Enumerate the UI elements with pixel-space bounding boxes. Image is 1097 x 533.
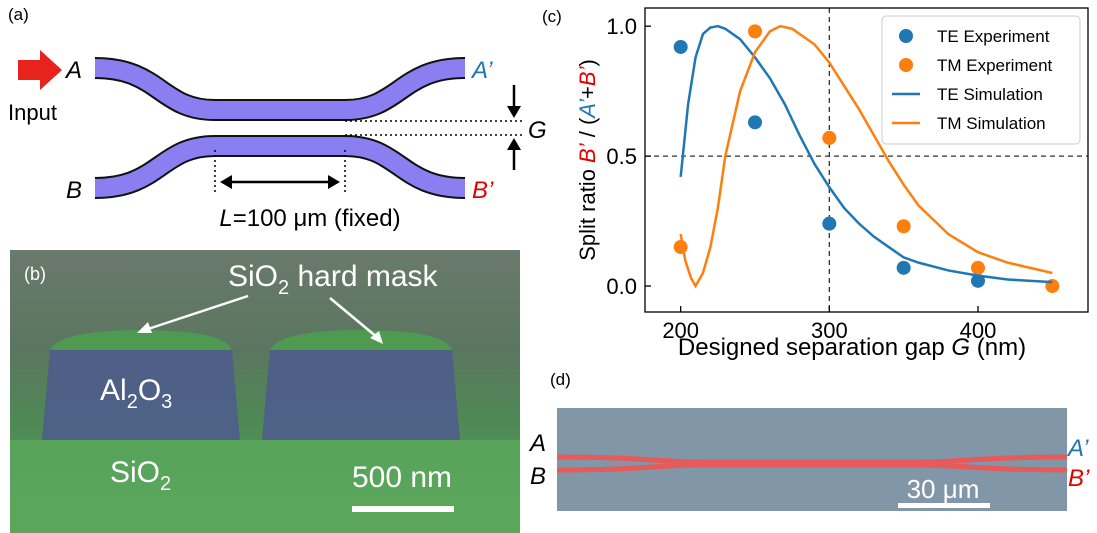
label-part: SiO xyxy=(228,260,278,293)
label-part: 3 xyxy=(161,391,172,413)
scale-bar xyxy=(898,503,990,508)
input-label: Input xyxy=(8,100,57,125)
input-arrow xyxy=(18,50,62,90)
scale-label: 30 μm xyxy=(907,474,980,504)
panel-label: (a) xyxy=(8,5,29,24)
label-part: 2 xyxy=(278,277,289,299)
label-part: / ( xyxy=(575,117,600,143)
y-axis-label: Split ratio B’ / (A’+B’) xyxy=(575,59,600,261)
legend-swatch xyxy=(899,29,913,43)
label-part: 2 xyxy=(160,473,171,495)
data-point xyxy=(897,261,911,275)
x-tick-label: 400 xyxy=(960,318,997,343)
label-part: A’ xyxy=(575,98,600,120)
y-tick-label: 0.0 xyxy=(606,274,637,299)
y-tick-label: 1.0 xyxy=(606,14,637,39)
panel-b: (b) SiO2 hard mask Al2O3 SiO2 500 nm xyxy=(10,250,520,533)
port-label: A xyxy=(64,57,82,84)
port-label: B’ xyxy=(1068,465,1090,492)
panel-d: (d) A B A’ B’ 30 μm xyxy=(528,370,1090,511)
scale-bar xyxy=(352,506,454,512)
port-label: B xyxy=(530,463,546,490)
label-part: Al xyxy=(100,374,127,407)
label-part: L xyxy=(219,205,232,232)
port-label: B’ xyxy=(472,177,494,204)
label-part: O xyxy=(138,374,161,407)
port-label: B xyxy=(66,177,82,204)
panel-label: (d) xyxy=(550,370,571,389)
figure: (a) Input A B A’ B’ G L=100 μm (fixed) xyxy=(0,0,1097,533)
waveguides xyxy=(95,68,465,188)
data-point xyxy=(897,219,911,233)
legend-swatch xyxy=(899,58,913,72)
data-point xyxy=(748,115,762,129)
y-tick-label: 0.5 xyxy=(606,144,637,169)
x-tick-label: 300 xyxy=(811,318,848,343)
label-part: Split ratio xyxy=(575,163,600,261)
label-part: B’ xyxy=(575,65,600,86)
length-label: L=100 μm (fixed) xyxy=(219,205,400,232)
label-part: ) xyxy=(575,59,600,66)
label-part: + xyxy=(575,86,600,99)
data-point xyxy=(971,261,985,275)
legend-label: TE Experiment xyxy=(937,27,1050,46)
label-part: =100 μm (fixed) xyxy=(233,205,401,232)
label-part: hard mask xyxy=(289,260,438,293)
panel-label: (b) xyxy=(24,264,46,284)
panel-label: (c) xyxy=(542,7,562,26)
label-part: SiO xyxy=(110,456,160,489)
port-label: A xyxy=(528,430,546,457)
label-part: B’ xyxy=(575,142,600,163)
data-point xyxy=(822,131,836,145)
data-point xyxy=(674,40,688,54)
data-point xyxy=(748,24,762,38)
label-part: 2 xyxy=(127,391,138,413)
data-point xyxy=(674,240,688,254)
scale-label: 500 nm xyxy=(352,461,452,494)
legend-label: TM Experiment xyxy=(937,56,1053,75)
gap-label: G xyxy=(528,117,547,144)
x-tick-label: 200 xyxy=(662,318,699,343)
panel-a: (a) Input A B A’ B’ G L=100 μm (fixed) xyxy=(8,5,547,232)
data-point xyxy=(822,217,836,231)
port-label: A’ xyxy=(470,57,493,84)
port-label: A’ xyxy=(1066,435,1089,462)
legend-label: TE Simulation xyxy=(937,85,1043,104)
legend-label: TM Simulation xyxy=(937,114,1046,133)
